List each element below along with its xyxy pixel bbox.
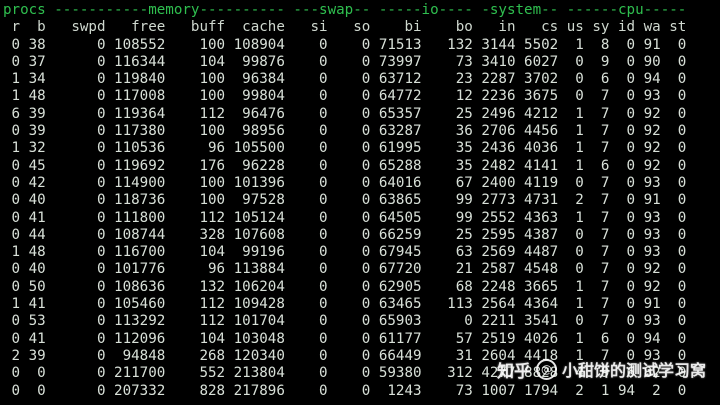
vmstat-row: 1 41 0 105460 112 109428 0 0 63465 113 2… bbox=[3, 296, 687, 313]
vmstat-row: 0 0 0 207332 828 217896 0 0 1243 73 1007… bbox=[3, 382, 687, 399]
vmstat-row: 1 48 0 117008 100 99804 0 0 64772 12 223… bbox=[3, 88, 687, 105]
vmstat-row: 0 41 0 111800 112 105124 0 0 64505 99 25… bbox=[3, 209, 687, 226]
vmstat-row: 0 41 0 112096 104 103048 0 0 61177 57 25… bbox=[3, 330, 687, 347]
vmstat-row: 1 34 0 119840 100 96384 0 0 63712 23 228… bbox=[3, 71, 687, 88]
vmstat-group-header: procs -----------memory---------- ---swa… bbox=[3, 2, 687, 18]
vmstat-row: 6 39 0 119364 112 96476 0 0 65357 25 249… bbox=[3, 105, 687, 122]
vmstat-row: 0 50 0 108636 132 106204 0 0 62905 68 22… bbox=[3, 278, 687, 295]
vmstat-row: 0 0 0 211700 552 213804 0 0 59380 312 42… bbox=[3, 365, 687, 382]
vmstat-row: 2 39 0 94848 268 120340 0 0 66449 31 260… bbox=[3, 347, 687, 364]
vmstat-row: 0 40 0 118736 100 97528 0 0 63865 99 277… bbox=[3, 192, 687, 209]
vmstat-row: 1 32 0 110536 96 105500 0 0 61995 35 243… bbox=[3, 140, 687, 157]
vmstat-row: 0 37 0 116344 104 99876 0 0 73997 73 341… bbox=[3, 53, 687, 70]
vmstat-row: 0 40 0 101776 96 113884 0 0 67720 21 258… bbox=[3, 261, 687, 278]
vmstat-row: 0 39 0 117380 100 98956 0 0 63287 36 270… bbox=[3, 123, 687, 140]
bottom-clip-fade bbox=[0, 400, 720, 405]
vmstat-row: 0 38 0 108552 100 108904 0 0 71513 132 3… bbox=[3, 36, 687, 53]
vmstat-row: 0 42 0 114900 100 101396 0 0 64016 67 24… bbox=[3, 174, 687, 191]
vmstat-row: 0 53 0 113292 112 101704 0 0 65903 0 221… bbox=[3, 313, 687, 330]
vmstat-column-header: r b swpd free buff cache si so bi bo in … bbox=[3, 19, 687, 36]
vmstat-row: 1 48 0 116700 104 99196 0 0 67945 63 256… bbox=[3, 244, 687, 261]
vmstat-row: 0 45 0 119692 176 96228 0 0 65288 35 248… bbox=[3, 157, 687, 174]
vmstat-row: 0 44 0 108744 328 107608 0 0 66259 25 25… bbox=[3, 226, 687, 243]
